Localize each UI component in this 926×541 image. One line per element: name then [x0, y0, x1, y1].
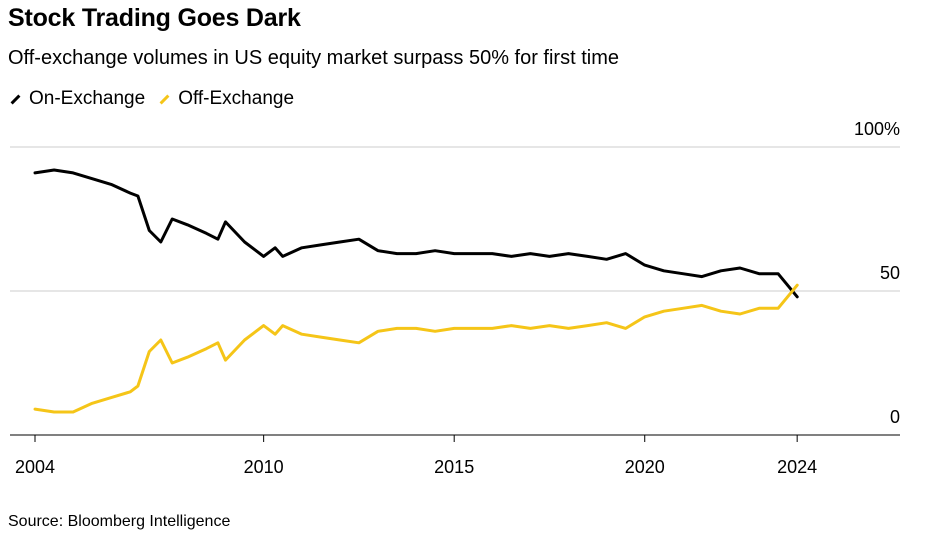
legend: On-Exchange Off-Exchange	[10, 88, 308, 110]
x-tick-label-2020: 2020	[625, 457, 665, 477]
chart-subtitle: Off-exchange volumes in US equity market…	[8, 47, 619, 69]
legend-item-off-exchange: Off-Exchange	[159, 88, 294, 110]
x-tick-label-2010: 2010	[244, 457, 284, 477]
legend-item-on-exchange: On-Exchange	[10, 88, 145, 110]
series-line-off-exchange	[33, 283, 799, 414]
x-tick-label-2004: 2004	[15, 457, 55, 477]
legend-label-on-exchange: On-Exchange	[29, 88, 146, 109]
source-note: Source: Bloomberg Intelligence	[8, 513, 231, 530]
y-tick-label-50: 50	[880, 263, 900, 283]
y-tick-label-0: 0	[890, 407, 900, 427]
legend-label-off-exchange: Off-Exchange	[178, 88, 295, 109]
y-tick-label-100: 100%	[854, 119, 900, 139]
x-tick-label-2024: 2024	[777, 457, 817, 477]
x-tick-label-2015: 2015	[434, 457, 474, 477]
series-line-on-exchange	[33, 168, 799, 299]
chart-title: Stock Trading Goes Dark	[8, 4, 301, 32]
